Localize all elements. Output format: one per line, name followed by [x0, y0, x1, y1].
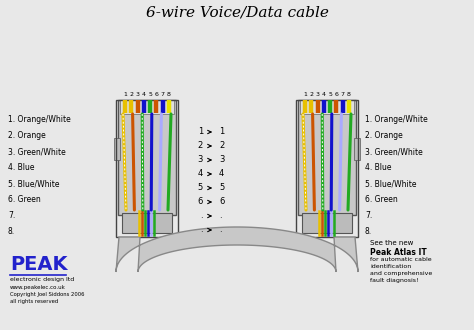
Text: 3: 3: [316, 92, 319, 97]
Text: Peak Atlas IT: Peak Atlas IT: [370, 248, 427, 257]
Text: 5: 5: [219, 183, 224, 192]
Text: 4: 4: [198, 170, 203, 179]
Text: PEAK: PEAK: [10, 255, 67, 274]
Bar: [302, 213, 352, 233]
Text: 5. Blue/White: 5. Blue/White: [365, 180, 417, 188]
Text: 3. Green/White: 3. Green/White: [8, 148, 66, 156]
Text: fault diagnosis!: fault diagnosis!: [370, 278, 419, 283]
Text: 6. Green: 6. Green: [8, 195, 41, 205]
Text: 4. Blue: 4. Blue: [365, 163, 392, 173]
Text: 6. Green: 6. Green: [365, 195, 398, 205]
Text: 5: 5: [198, 183, 203, 192]
Text: .: .: [201, 225, 203, 235]
Text: electronic design ltd: electronic design ltd: [10, 277, 74, 282]
Text: 8: 8: [347, 92, 351, 97]
Text: identification: identification: [370, 264, 411, 269]
Text: 1. Orange/White: 1. Orange/White: [8, 115, 71, 124]
Polygon shape: [116, 227, 358, 272]
Text: See the new: See the new: [370, 240, 413, 246]
Text: 3. Green/White: 3. Green/White: [365, 148, 423, 156]
Text: 4: 4: [322, 92, 326, 97]
Text: all rights reserved: all rights reserved: [10, 299, 58, 304]
Text: 1: 1: [198, 127, 203, 137]
Text: 6: 6: [219, 197, 224, 207]
Bar: [120, 100, 174, 114]
Bar: [114, 138, 120, 160]
Text: 5: 5: [148, 92, 152, 97]
Text: for automatic cable: for automatic cable: [370, 257, 432, 262]
Text: 7.: 7.: [8, 212, 15, 220]
Text: 6: 6: [155, 92, 158, 97]
Text: 3: 3: [219, 155, 224, 164]
Text: www.peakelec.co.uk: www.peakelec.co.uk: [10, 285, 66, 290]
Text: 4. Blue: 4. Blue: [8, 163, 35, 173]
Text: 8.: 8.: [365, 227, 372, 237]
Text: 4: 4: [219, 170, 224, 179]
Text: 1: 1: [219, 127, 224, 137]
Text: 8: 8: [167, 92, 171, 97]
Bar: [354, 138, 360, 160]
Text: 3: 3: [198, 155, 203, 164]
Text: 2: 2: [198, 142, 203, 150]
Text: 8.: 8.: [8, 227, 15, 237]
Text: 7: 7: [341, 92, 345, 97]
Text: 2: 2: [129, 92, 133, 97]
Text: 3: 3: [136, 92, 140, 97]
Text: 6-wire Voice/Data cable: 6-wire Voice/Data cable: [146, 5, 328, 19]
Text: 5. Blue/White: 5. Blue/White: [8, 180, 60, 188]
Text: 2: 2: [310, 92, 313, 97]
Text: 7: 7: [161, 92, 164, 97]
Text: .: .: [219, 225, 222, 235]
Text: Copyright Joel Siddons 2006: Copyright Joel Siddons 2006: [10, 292, 84, 297]
Text: 6: 6: [335, 92, 338, 97]
Text: and comprehensive: and comprehensive: [370, 271, 432, 276]
Text: 4: 4: [142, 92, 146, 97]
Bar: [298, 100, 356, 215]
Text: 2. Orange: 2. Orange: [8, 131, 46, 141]
Text: 1: 1: [123, 92, 127, 97]
Text: 2. Orange: 2. Orange: [365, 131, 403, 141]
Text: 2: 2: [219, 142, 224, 150]
Text: 7.: 7.: [365, 212, 372, 220]
Bar: [116, 100, 178, 237]
Text: .: .: [201, 212, 203, 220]
Bar: [122, 213, 172, 233]
Text: 5: 5: [328, 92, 332, 97]
Bar: [118, 100, 176, 215]
Text: 1: 1: [303, 92, 307, 97]
Bar: [296, 100, 358, 237]
Bar: [300, 100, 354, 114]
Text: 6: 6: [198, 197, 203, 207]
Text: .: .: [219, 212, 222, 220]
Text: 1. Orange/White: 1. Orange/White: [365, 115, 428, 124]
